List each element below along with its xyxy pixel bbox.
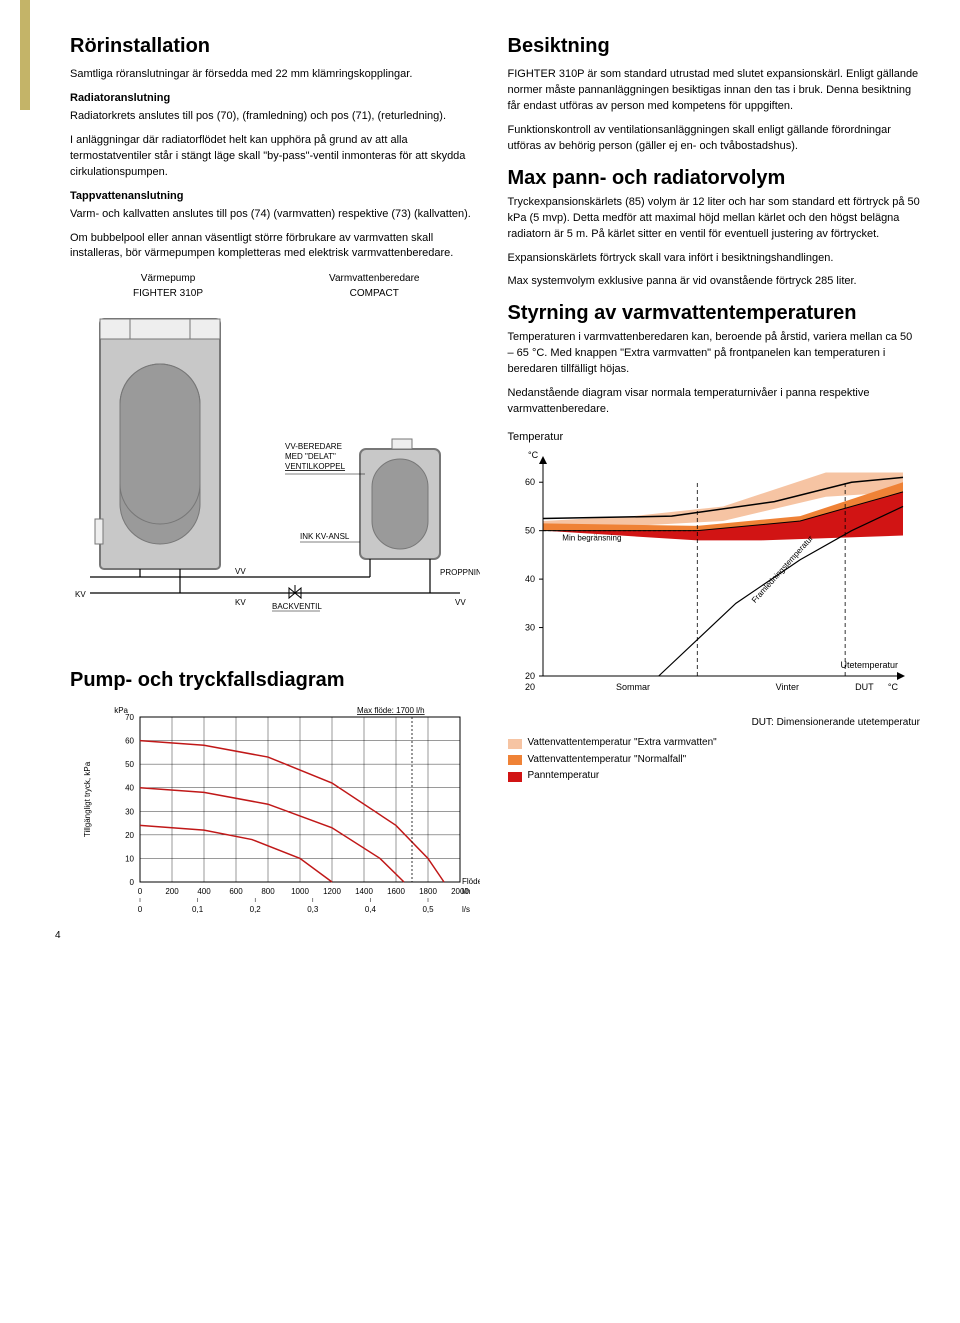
svg-text:50: 50 — [125, 761, 134, 770]
body-text: Temperaturen i varmvattenberedaren kan, … — [508, 330, 921, 378]
svg-text:1600: 1600 — [387, 887, 405, 896]
legend-label: Vattenvattentemperatur "Extra varmvatten… — [528, 736, 717, 751]
body-text: Om bubbelpool eller annan väsentligt stö… — [70, 231, 483, 263]
body-text: Expansionskärlets förtryck skall vara in… — [508, 251, 921, 267]
legend-item: Vattenvattentemperatur "Extra varmvatten… — [508, 736, 921, 751]
svg-text:20: 20 — [125, 831, 134, 840]
svg-text:l/s: l/s — [462, 905, 470, 914]
chart-title: Pump- och tryckfallsdiagram — [70, 669, 483, 691]
svg-text:60: 60 — [125, 737, 134, 746]
svg-text:0,2: 0,2 — [250, 905, 262, 914]
svg-text:Min begränsning: Min begränsning — [562, 534, 621, 543]
section-title: Styrning av varmvattentemperaturen — [508, 302, 921, 324]
chart-title: Temperatur — [508, 430, 921, 446]
svg-text:0: 0 — [138, 887, 143, 896]
svg-text:kPa: kPa — [114, 706, 128, 715]
svg-text:Framledningstemperatur: Framledningstemperatur — [749, 534, 814, 605]
legend-label: Panntemperatur — [528, 769, 600, 784]
equipment-labels: Värmepump FIGHTER 310P Varmvattenberedar… — [70, 272, 483, 301]
pump-label: Värmepump — [133, 272, 203, 287]
body-text: Tryckexpansionskärlets (85) volym är 12 … — [508, 195, 921, 243]
svg-text:KV: KV — [235, 598, 246, 607]
svg-text:MED "DELAT": MED "DELAT" — [285, 452, 336, 461]
svg-text:60: 60 — [524, 477, 534, 487]
svg-text:Max flöde: 1700 l/h: Max flöde: 1700 l/h — [357, 706, 425, 715]
subsection-title: Tappvattenanslutning — [70, 189, 483, 205]
pump-pressure-chart: 0200400600800100012001400160018002000010… — [70, 697, 480, 927]
svg-text:l/h: l/h — [462, 887, 470, 896]
svg-text:30: 30 — [524, 623, 534, 633]
svg-text:VENTILKOPPEL: VENTILKOPPEL — [285, 462, 346, 471]
body-text: Radiatorkrets anslutes till pos (70), (f… — [70, 109, 483, 125]
svg-text:0: 0 — [130, 878, 135, 887]
svg-text:0,3: 0,3 — [307, 905, 319, 914]
legend-swatch — [508, 755, 522, 765]
body-text: Varm- och kallvatten anslutes till pos (… — [70, 207, 483, 223]
svg-text:0,1: 0,1 — [192, 905, 204, 914]
legend-item: Panntemperatur — [508, 769, 921, 784]
svg-text:200: 200 — [165, 887, 179, 896]
svg-text:°C: °C — [528, 450, 539, 460]
svg-text:1400: 1400 — [355, 887, 373, 896]
chart-legend: Vattenvattentemperatur "Extra varmvatten… — [508, 736, 921, 784]
legend-swatch — [508, 739, 522, 749]
svg-text:BACKVENTIL: BACKVENTIL — [272, 602, 322, 611]
legend-label: Vattenvattentemperatur "Normalfall" — [528, 753, 687, 768]
svg-text:Utetemperatur: Utetemperatur — [840, 660, 898, 670]
svg-text:VV: VV — [455, 598, 466, 607]
svg-text:1200: 1200 — [323, 887, 341, 896]
svg-text:10: 10 — [125, 855, 134, 864]
legend-item: Vattenvattentemperatur "Normalfall" — [508, 753, 921, 768]
svg-text:40: 40 — [125, 784, 134, 793]
svg-text:0,4: 0,4 — [365, 905, 377, 914]
svg-text:400: 400 — [197, 887, 211, 896]
svg-text:600: 600 — [229, 887, 243, 896]
body-text: Max systemvolym exklusive panna är vid o… — [508, 274, 921, 290]
svg-text:VV: VV — [235, 567, 246, 576]
body-text: Nedanstående diagram visar normala tempe… — [508, 386, 921, 418]
body-text: I anläggningar där radiatorflödet helt k… — [70, 133, 483, 181]
svg-text:0: 0 — [138, 905, 143, 914]
svg-text:800: 800 — [261, 887, 275, 896]
svg-text:30: 30 — [125, 808, 134, 817]
svg-text:20: 20 — [524, 682, 534, 692]
heater-label: Varmvattenberedare — [329, 272, 419, 287]
svg-text:VV-BEREDARE: VV-BEREDARE — [285, 442, 342, 451]
svg-text:1800: 1800 — [419, 887, 437, 896]
svg-text:1000: 1000 — [291, 887, 309, 896]
svg-text:°C: °C — [887, 682, 898, 692]
pump-model: FIGHTER 310P — [133, 287, 203, 302]
svg-text:KV: KV — [75, 590, 86, 599]
svg-text:50: 50 — [524, 526, 534, 536]
section-title: Max pann- och radiatorvolym — [508, 167, 921, 189]
temperature-chart: °C 20 30 40 50 60 Min begränsning Framledningst… — [508, 446, 918, 706]
svg-text:Sommar: Sommar — [615, 682, 649, 692]
subsection-title: Radiatoranslutning — [70, 91, 483, 107]
svg-text:0,5: 0,5 — [422, 905, 434, 914]
chart-caption: DUT: Dimensionerande utetemperatur — [508, 716, 921, 731]
section-title: Besiktning — [508, 32, 921, 61]
body-text: Funktionskontroll av ventilationsanläggn… — [508, 123, 921, 155]
svg-text:Vinter: Vinter — [775, 682, 798, 692]
heater-model: COMPACT — [329, 287, 419, 302]
svg-text:40: 40 — [524, 574, 534, 584]
svg-text:Flöde: Flöde — [462, 877, 480, 886]
svg-text:DUT: DUT — [855, 682, 874, 692]
section-title: Rörinstallation — [70, 32, 483, 61]
piping-diagram: VV-BEREDAREMED "DELAT"VENTILKOPPEL INK KV… — [70, 309, 480, 629]
legend-swatch — [508, 772, 522, 782]
svg-text:INK KV-ANSL: INK KV-ANSL — [300, 532, 350, 541]
page-number: 4 — [55, 929, 61, 944]
svg-text:PROPPNING: PROPPNING — [440, 568, 480, 577]
svg-text:20: 20 — [524, 671, 534, 681]
body-text: FIGHTER 310P är som standard utrustad me… — [508, 67, 921, 115]
body-text: Samtliga röranslutningar är försedda med… — [70, 67, 483, 83]
svg-text:Tillgängligt tryck, kPa: Tillgängligt tryck, kPa — [83, 762, 92, 838]
